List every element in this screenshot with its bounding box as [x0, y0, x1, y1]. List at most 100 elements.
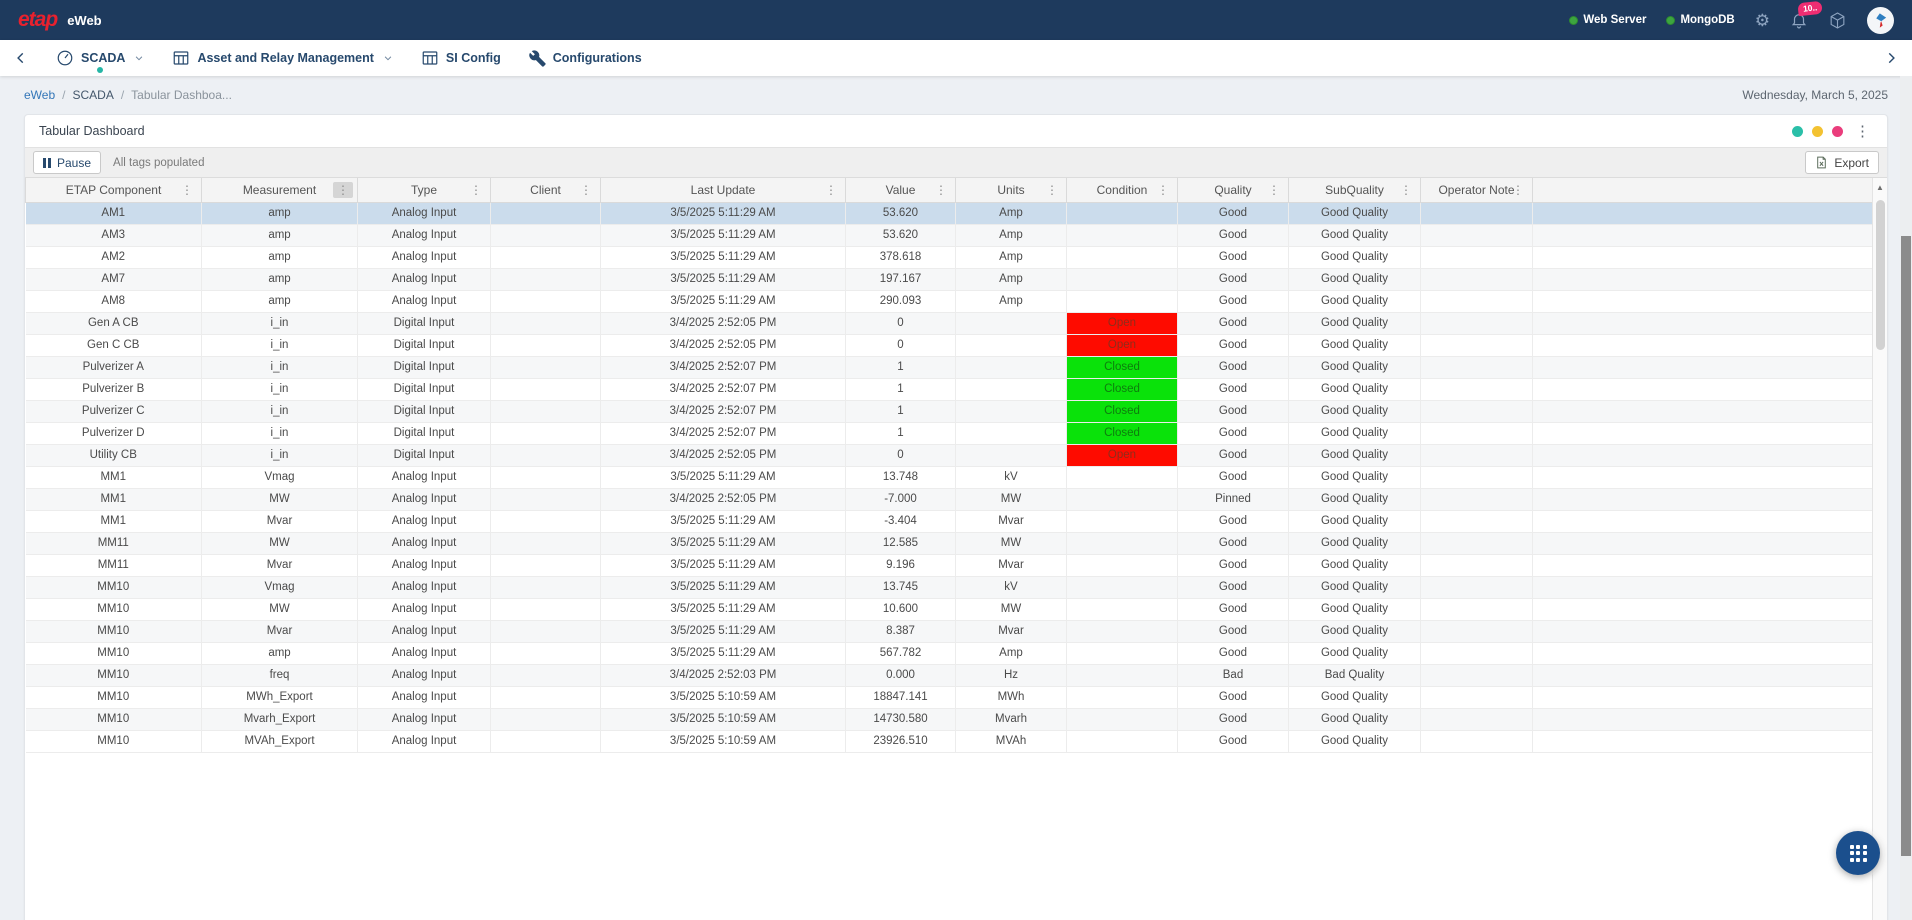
table-row[interactable]: MM10 freq Analog Input 3/4/2025 2:52:03 PM 0…: [25, 664, 1878, 687]
column-header[interactable]: Last Update ⋮: [600, 178, 846, 203]
status-dot-yellow[interactable]: [1812, 125, 1823, 137]
nav-item-si-config[interactable]: SI Config: [421, 40, 501, 76]
column-menu-icon[interactable]: ⋮: [470, 182, 482, 197]
cell-units: kV: [955, 466, 1067, 489]
table-row[interactable]: Gen C CB i_in Digital Input 3/4/2025 2:52:0…: [25, 334, 1878, 357]
column-header-label: Client: [530, 182, 561, 197]
user-avatar[interactable]: [1867, 6, 1894, 34]
column-menu-icon[interactable]: ⋮: [181, 182, 193, 197]
grid-scrollbar[interactable]: ▲: [1872, 178, 1887, 920]
table-row[interactable]: MM11 MW Analog Input 3/5/2025 5:11:29 AM 12.…: [25, 532, 1878, 555]
table-row[interactable]: AM3 amp Analog Input 3/5/2025 5:11:29 AM 53.…: [25, 224, 1878, 247]
cell-units: [955, 400, 1067, 423]
nav-item-asset-relay-management[interactable]: Asset and Relay Management: [172, 40, 392, 76]
column-header[interactable]: Value ⋮: [845, 178, 956, 203]
table-row[interactable]: Utility CB i_in Digital Input 3/4/2025 2:52…: [25, 444, 1878, 467]
table-row[interactable]: MM10 Mvarh_Export Analog Input 3/5/2025 5:1…: [25, 708, 1878, 731]
cell-filler: [1532, 466, 1878, 489]
column-header[interactable]: SubQuality ⋮: [1288, 178, 1421, 203]
table-row[interactable]: Gen A CB i_in Digital Input 3/4/2025 2:52:0…: [25, 312, 1878, 335]
column-menu-icon[interactable]: ⋮: [1512, 182, 1524, 197]
table-row[interactable]: MM10 MWh_Export Analog Input 3/5/2025 5:10:…: [25, 686, 1878, 709]
column-menu-icon[interactable]: ⋮: [1268, 182, 1280, 197]
cell-measurement: Mvar: [201, 510, 358, 533]
cell-subquality: Good Quality: [1288, 510, 1421, 533]
cell-filler: [1532, 268, 1878, 291]
cell-filler: [1532, 730, 1878, 753]
cell-units: Amp: [955, 642, 1067, 665]
cell-client: [490, 664, 601, 687]
column-header[interactable]: ETAP Component ⋮: [25, 178, 202, 203]
cell-operator-note: [1420, 202, 1533, 225]
column-header[interactable]: Operator Note ⋮: [1420, 178, 1533, 203]
nav-item-scada[interactable]: SCADA: [56, 40, 144, 76]
cell-condition: Open: [1066, 444, 1178, 467]
notifications-bell-icon[interactable]: 10..: [1790, 0, 1823, 29]
cell-last-update: 3/5/2025 5:10:59 AM: [600, 730, 846, 753]
table-row[interactable]: AM7 amp Analog Input 3/5/2025 5:11:29 AM 197…: [25, 268, 1878, 291]
cell-quality: Good: [1177, 532, 1289, 555]
cell-condition: [1066, 664, 1178, 687]
table-row[interactable]: MM1 Mvar Analog Input 3/5/2025 5:11:29 AM -3…: [25, 510, 1878, 533]
cell-last-update: 3/4/2025 2:52:07 PM: [600, 378, 846, 401]
cell-filler: [1532, 642, 1878, 665]
module-cube-icon[interactable]: [1828, 11, 1847, 30]
nav-back-icon[interactable]: [14, 51, 28, 65]
column-menu-icon[interactable]: ⋮: [1046, 182, 1058, 197]
settings-gear-icon[interactable]: ⚙: [1754, 10, 1770, 30]
card-menu-icon[interactable]: ⋮: [1855, 122, 1870, 140]
column-header[interactable]: Client ⋮: [490, 178, 601, 203]
column-header[interactable]: Units ⋮: [955, 178, 1067, 203]
column-menu-icon[interactable]: ⋮: [825, 182, 837, 197]
cell-measurement: i_in: [201, 400, 358, 423]
cell-component: MM10: [25, 642, 202, 665]
nav-item-configurations[interactable]: Configurations: [529, 40, 642, 76]
table-row[interactable]: MM10 MVAh_Export Analog Input 3/5/2025 5:10…: [25, 730, 1878, 753]
cell-last-update: 3/5/2025 5:11:29 AM: [600, 642, 846, 665]
table-row[interactable]: MM10 Mvar Analog Input 3/5/2025 5:11:29 AM 8…: [25, 620, 1878, 643]
column-menu-icon[interactable]: ⋮: [1400, 182, 1412, 197]
column-menu-icon[interactable]: ⋮: [1157, 182, 1169, 197]
pause-button[interactable]: Pause: [33, 151, 102, 174]
column-header[interactable]: Measurement ⋮: [201, 178, 358, 203]
table-row[interactable]: MM10 amp Analog Input 3/5/2025 5:11:29 AM 56…: [25, 642, 1878, 665]
table-row[interactable]: MM1 MW Analog Input 3/4/2025 2:52:05 PM -7.0…: [25, 488, 1878, 511]
grid-scrollbar-thumb[interactable]: [1876, 200, 1885, 350]
cell-units: MW: [955, 488, 1067, 511]
table-row[interactable]: AM1 amp Analog Input 3/5/2025 5:11:29 AM 53.…: [25, 202, 1878, 225]
table-row[interactable]: MM10 MW Analog Input 3/5/2025 5:11:29 AM 10.…: [25, 598, 1878, 621]
table-row[interactable]: MM1 Vmag Analog Input 3/5/2025 5:11:29 AM 13…: [25, 466, 1878, 489]
cell-component: Pulverizer D: [25, 422, 202, 445]
table-row[interactable]: MM10 Vmag Analog Input 3/5/2025 5:11:29 AM 1…: [25, 576, 1878, 599]
column-menu-icon[interactable]: ⋮: [333, 181, 353, 198]
breadcrumb-item-scada[interactable]: SCADA: [72, 88, 114, 102]
page-scrollbar[interactable]: [1900, 76, 1912, 920]
column-menu-icon[interactable]: ⋮: [935, 182, 947, 197]
table-row[interactable]: AM2 amp Analog Input 3/5/2025 5:11:29 AM 378…: [25, 246, 1878, 269]
nav-forward-icon[interactable]: [1884, 51, 1898, 65]
cell-subquality: Good Quality: [1288, 576, 1421, 599]
status-dot-pink[interactable]: [1832, 125, 1843, 137]
cell-filler: [1532, 708, 1878, 731]
scroll-up-icon[interactable]: ▲: [1876, 182, 1884, 192]
column-header[interactable]: Type ⋮: [357, 178, 491, 203]
breadcrumb: eWeb / SCADA / Tabular Dashboa...: [24, 88, 232, 102]
breadcrumb-item-eweb[interactable]: eWeb: [24, 88, 56, 102]
card-header-actions: ⋮: [1792, 124, 1873, 139]
page-scrollbar-thumb[interactable]: [1901, 236, 1911, 856]
apps-launcher-button[interactable]: [1836, 831, 1880, 875]
column-header[interactable]: Condition ⋮: [1066, 178, 1178, 203]
cell-quality: Good: [1177, 686, 1289, 709]
table-row[interactable]: AM8 amp Analog Input 3/5/2025 5:11:29 AM 290…: [25, 290, 1878, 313]
column-menu-icon[interactable]: ⋮: [580, 182, 592, 197]
status-dot-teal[interactable]: [1792, 125, 1803, 137]
cell-component: Gen C CB: [25, 334, 202, 357]
export-button[interactable]: Export: [1805, 151, 1879, 174]
cell-type: Analog Input: [357, 554, 491, 577]
column-header[interactable]: Quality ⋮: [1177, 178, 1289, 203]
table-row[interactable]: MM11 Mvar Analog Input 3/5/2025 5:11:29 AM 9…: [25, 554, 1878, 577]
